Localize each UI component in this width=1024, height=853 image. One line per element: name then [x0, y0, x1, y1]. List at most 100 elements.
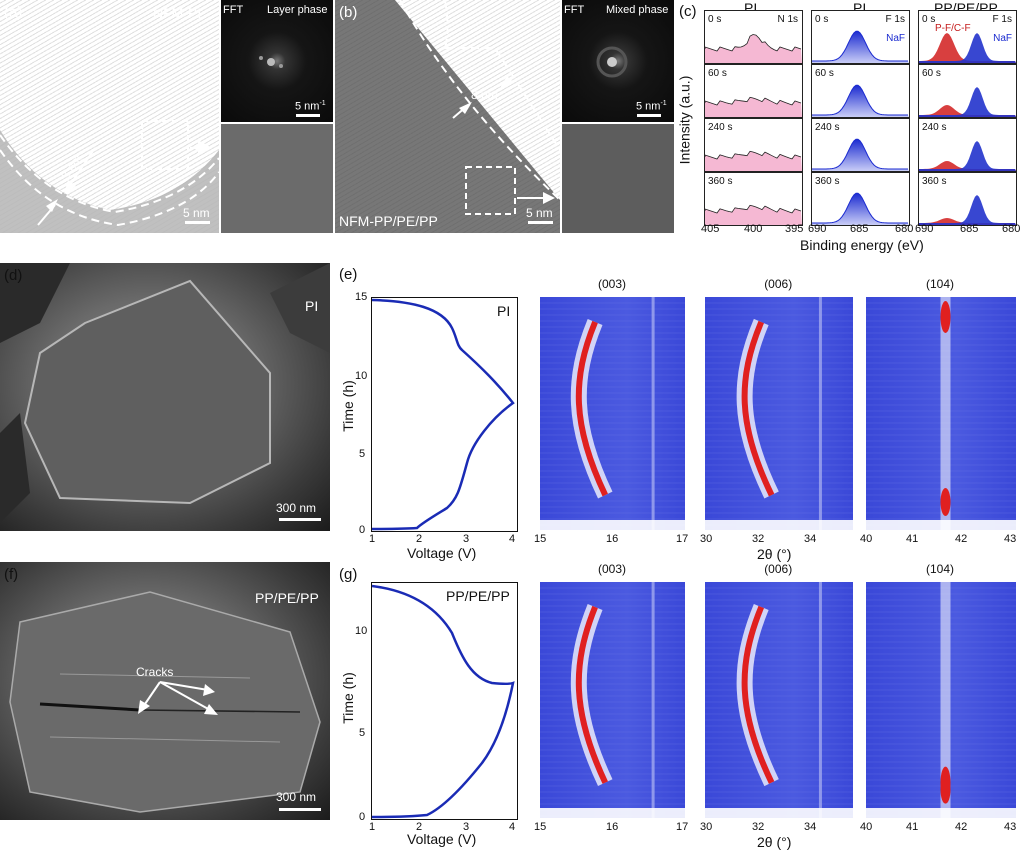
tem-image-b: (b) 8 nm NFM-PP/PE/PP 5 nm	[335, 0, 560, 233]
g-x3-tick-1: 41	[906, 821, 919, 833]
sem-image-d: (d) PI 300 nm	[0, 263, 330, 531]
sem-scale-f: 300 nm	[276, 790, 317, 804]
xps-col1-tick-0: 405	[701, 223, 720, 235]
xps-spectrum-box: 0 s N 1s	[704, 10, 803, 64]
xps-col3-tick-0: 690	[915, 223, 934, 235]
naf-label: NaF	[993, 33, 1012, 44]
fft-scale-b: 5 nm-1	[636, 100, 667, 113]
g-x1-tick-0: 15	[534, 821, 547, 833]
g-x2-tick-0: 30	[700, 821, 713, 833]
panel-a-title: NFM-PI	[153, 5, 202, 21]
scale-label-b: 5 nm	[526, 206, 553, 220]
cracks-label: Cracks	[136, 665, 174, 679]
sem-tag-d: PI	[305, 298, 319, 314]
fft-image-b: FFT Mixed phase 5 nm-1	[562, 0, 674, 122]
panel-letter-c: (c)	[679, 3, 697, 20]
xps-time-label: 0 s	[708, 14, 722, 25]
e-ytick-0: 0	[359, 524, 366, 536]
xps-spectrum-box: 360 s	[704, 172, 803, 226]
g-ytick-0: 0	[359, 811, 366, 823]
xrd-peak-label: (006)	[764, 562, 793, 576]
sem-tag-f: PP/PE/PP	[255, 590, 319, 606]
xps-col3-tick-2: 680	[1002, 223, 1021, 235]
xrd-map: (006)	[705, 562, 853, 818]
tem-image-a: (a) NFM-PI 3 nm 5 nm	[0, 0, 219, 233]
e-x2-tick-0: 30	[700, 533, 713, 545]
voltage-tag-e: PI	[497, 303, 511, 319]
e-x3-tick-2: 42	[955, 533, 968, 545]
voltage-xlabel-g: Voltage (V)	[407, 831, 477, 847]
xps-core-tag: F 1s	[885, 14, 905, 25]
xps-time-label: 60 s	[922, 68, 941, 79]
g-x1-tick-1: 16	[606, 821, 619, 833]
panel-letter-g: (g)	[339, 566, 358, 583]
voltage-ylabel-e: Time (h)	[339, 380, 356, 432]
xps-ylabel: Intensity (a.u.)	[676, 75, 693, 165]
xrd-peak-label: (104)	[926, 277, 955, 291]
scale-label-a: 5 nm	[183, 206, 210, 220]
xps-time-label: 360 s	[708, 176, 733, 187]
g-xtick-3: 3	[463, 821, 470, 833]
xps-spectrum-box: 360 s	[811, 172, 910, 226]
e-xtick-4: 4	[509, 533, 516, 545]
fft-label-a: FFT	[223, 4, 244, 16]
e-ytick-15: 15	[355, 291, 368, 303]
e-xtick-3: 3	[463, 533, 470, 545]
g-x3-tick-3: 43	[1004, 821, 1017, 833]
voltage-plot-g: PP/PE/PP	[371, 582, 518, 820]
xrd-peak-label: (006)	[764, 277, 793, 291]
xps-xlabel: Binding energy (eV)	[800, 237, 924, 253]
g-xtick-2: 2	[416, 821, 423, 833]
zoom-image-a	[221, 124, 333, 233]
xps-col1-tick-2: 395	[785, 223, 804, 235]
xps-spectrum-box: 60 s	[704, 64, 803, 118]
xps-spectrum-box: 240 s	[704, 118, 803, 172]
g-xtick-1: 1	[369, 821, 376, 833]
xps-spectrum-box: 60 s	[918, 64, 1017, 118]
e-ytick-10: 10	[355, 370, 368, 382]
fft-scale-a: 5 nm-1	[295, 100, 326, 113]
e-xtick-2: 2	[416, 533, 423, 545]
xps-col2-tick-0: 690	[808, 223, 827, 235]
e-x1-tick-1: 16	[606, 533, 619, 545]
g-ytick-5: 5	[359, 727, 366, 739]
xps-col2-tick-1: 685	[850, 223, 869, 235]
xps-spectrum-box: 0 s F 1s NaF	[811, 10, 910, 64]
xps-spectrum-box: 360 s	[918, 172, 1017, 226]
panel-letter-a: (a)	[4, 4, 23, 21]
two-theta-label-g: 2θ (°)	[757, 834, 792, 850]
panel-letter-b: (b)	[339, 4, 358, 21]
xps-time-label: 0 s	[922, 14, 936, 25]
xps-time-label: 60 s	[815, 68, 834, 79]
e-ytick-5: 5	[359, 448, 366, 460]
panel-letter-e: (e)	[339, 266, 358, 283]
g-x2-tick-2: 34	[804, 821, 817, 833]
xps-time-label: 240 s	[815, 122, 840, 133]
g-x3-tick-0: 40	[860, 821, 873, 833]
xps-time-label: 60 s	[708, 68, 727, 79]
e-x3-tick-0: 40	[860, 533, 873, 545]
xps-time-label: 0 s	[815, 14, 829, 25]
xps-core-tag: N 1s	[777, 14, 798, 25]
phase-label-a: Layer phase	[267, 4, 328, 16]
voltage-plot-e: PI	[371, 297, 518, 532]
voltage-ylabel-g: Time (h)	[339, 672, 356, 724]
voltage-tag-g: PP/PE/PP	[446, 588, 510, 604]
xps-col2-tick-2: 680	[895, 223, 914, 235]
e-x3-tick-1: 41	[906, 533, 919, 545]
panel-letter-f: (f)	[4, 566, 19, 583]
xrd-peak-label: (104)	[926, 562, 955, 576]
xrd-peak-label: (003)	[598, 277, 627, 291]
g-x1-tick-2: 17	[676, 821, 689, 833]
xrd-map: (003)	[540, 277, 685, 530]
fft-image-a: FFT Layer phase 5 nm-1	[221, 0, 333, 122]
sem-image-f: (f) PP/PE/PP Cracks 300 nm	[0, 562, 330, 820]
pf-cf-label: P-F/C-F	[935, 23, 971, 34]
xps-time-label: 360 s	[922, 176, 947, 187]
g-xtick-4: 4	[509, 821, 516, 833]
xrd-map: (104)	[866, 277, 1016, 530]
zoom-image-b	[562, 124, 674, 233]
xrd-map: (003)	[540, 562, 685, 818]
g-x3-tick-2: 42	[955, 821, 968, 833]
xps-time-label: 360 s	[815, 176, 840, 187]
